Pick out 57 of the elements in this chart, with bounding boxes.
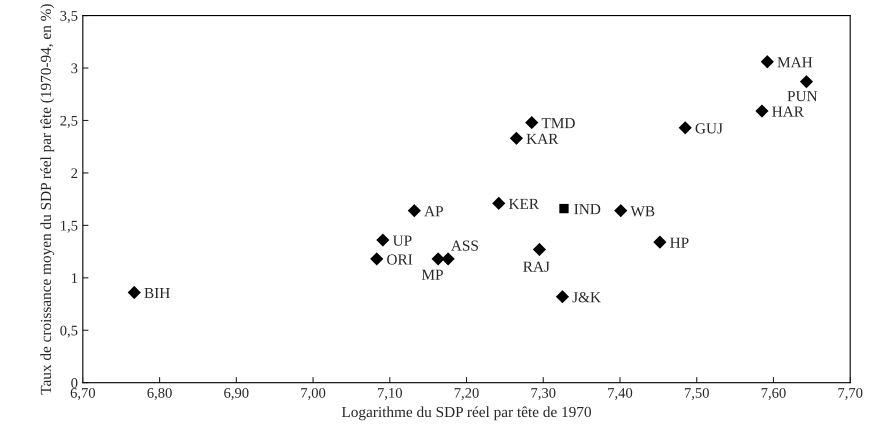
y-tick-label: 1 — [72, 273, 78, 283]
point — [408, 204, 421, 218]
x-tick-label: 6,70 — [70, 388, 96, 400]
annotation: RAJ — [523, 262, 550, 272]
point — [510, 132, 523, 145]
annotation: KER — [508, 198, 540, 209]
point — [755, 104, 769, 118]
point — [800, 75, 814, 88]
point — [532, 242, 546, 256]
point — [760, 55, 774, 68]
x-tick-label: 7,10 — [378, 388, 402, 400]
x-tick-label: 7,60 — [762, 388, 786, 400]
annotation: KAR — [526, 134, 558, 144]
point — [128, 286, 141, 300]
x-tick-label: 7,40 — [608, 388, 632, 400]
y-tick-label: 2 — [71, 168, 78, 178]
y-tick-label: 3,5 — [60, 10, 78, 23]
annotation: AP — [424, 206, 443, 216]
y-tick-label: 1,5 — [61, 220, 78, 233]
point — [678, 121, 692, 134]
y-axis-title: Taux de croissance moyen du SDP réel par tête (1970-94, en %) — [40, 4, 54, 394]
annotation: IND — [574, 204, 600, 214]
y-tick-label: 0 — [71, 378, 78, 388]
point — [525, 116, 538, 130]
x-axis-title: Logarithme du SDP réel par tête de 1970 — [342, 406, 592, 420]
annotation: GUJ — [696, 123, 723, 134]
y-tick-label: 3 — [71, 63, 78, 74]
point — [370, 252, 384, 266]
point — [614, 204, 628, 218]
annotation: BIH — [144, 288, 170, 298]
point — [492, 196, 506, 210]
x-tick-label: 7,30 — [531, 388, 556, 400]
annotation: ORI — [387, 254, 412, 265]
annotation: TMD — [542, 118, 575, 128]
point — [556, 290, 570, 304]
x-tick-label: 7,70 — [838, 388, 862, 400]
annotation: HAR — [772, 106, 804, 117]
annotation: WB — [630, 206, 654, 216]
x-tick-label: 7,50 — [684, 388, 709, 400]
annotation: ASS — [451, 240, 478, 251]
x-tick-label: 7,00 — [301, 388, 326, 400]
point — [559, 204, 569, 214]
annotation: HP — [670, 238, 689, 248]
annotation: PUN — [787, 91, 818, 102]
annotation: J&K — [572, 292, 601, 302]
point — [432, 252, 445, 266]
point — [442, 252, 455, 266]
x-tick-label: 6,80 — [147, 388, 172, 400]
annotation: MAH — [777, 57, 812, 68]
point — [376, 233, 390, 247]
point — [653, 236, 666, 249]
x-tick-label: 7,20 — [454, 388, 479, 400]
annotation: UP — [392, 236, 412, 246]
annotation: MP — [422, 270, 443, 280]
y-tick-label: 0,5 — [60, 326, 78, 338]
x-tick-label: 6,90 — [224, 388, 249, 400]
y-tick-label: 2,5 — [60, 116, 78, 128]
